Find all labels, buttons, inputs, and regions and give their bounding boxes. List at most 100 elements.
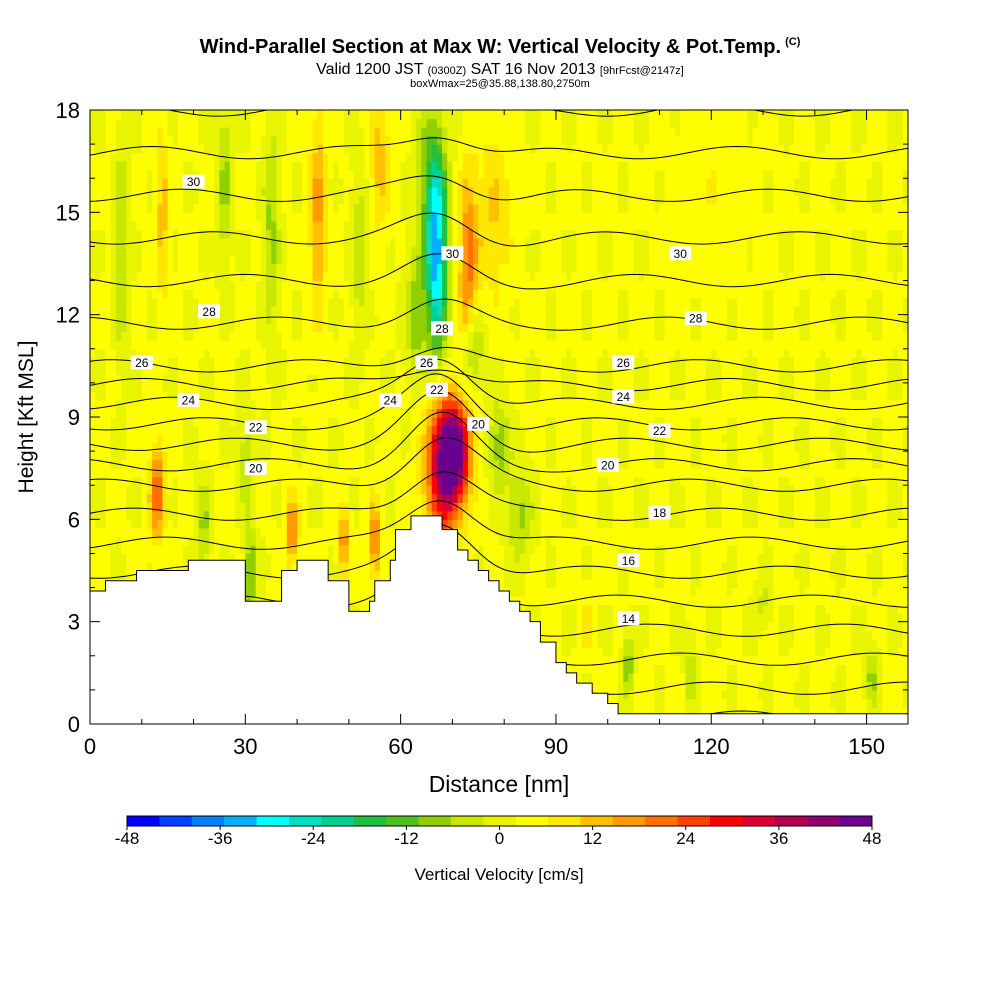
velocity-cell (136, 417, 143, 427)
velocity-cell (369, 263, 376, 273)
velocity-cell (245, 485, 252, 495)
velocity-cell (286, 544, 293, 555)
velocity-cell (110, 178, 117, 188)
velocity-cell (115, 118, 122, 128)
velocity-cell (131, 485, 138, 495)
velocity-cell (302, 510, 309, 520)
velocity-cell (307, 110, 314, 120)
velocity-cell (157, 510, 164, 520)
velocity-cell (162, 408, 169, 418)
velocity-cell (240, 118, 246, 128)
velocity-cell (245, 118, 252, 128)
velocity-cell (157, 144, 164, 154)
velocity-cell (105, 442, 112, 452)
velocity-cell (390, 186, 397, 196)
velocity-cell (369, 161, 376, 171)
velocity-cell (364, 502, 371, 512)
velocity-cell (286, 289, 293, 299)
velocity-cell (100, 340, 107, 350)
velocity-cell (255, 451, 262, 461)
velocity-cell (312, 169, 319, 179)
velocity-cell (416, 493, 422, 503)
velocity-cell (312, 553, 319, 563)
velocity-cell (400, 331, 407, 341)
velocity-cell (436, 417, 443, 427)
velocity-cell (405, 169, 412, 179)
velocity-cell (354, 220, 360, 230)
velocity-cell (369, 391, 376, 401)
velocity-cell (302, 110, 309, 120)
velocity-cell (229, 391, 236, 401)
velocity-cell (328, 468, 334, 478)
velocity-cell (121, 408, 127, 418)
velocity-cell (286, 144, 293, 154)
velocity-cell (193, 212, 200, 222)
velocity-cell (250, 502, 257, 512)
velocity-cell (188, 118, 195, 128)
velocity-cell (328, 527, 334, 537)
velocity-cell (198, 263, 205, 273)
velocity-cell (203, 331, 210, 341)
velocity-cell (188, 212, 195, 222)
velocity-cell (442, 417, 448, 427)
velocity-cell (193, 510, 200, 520)
velocity-cell (348, 306, 355, 316)
velocity-cell (219, 323, 226, 333)
velocity-cell (198, 229, 205, 239)
velocity-cell (136, 297, 143, 307)
velocity-cell (141, 254, 148, 265)
velocity-cell (385, 220, 391, 230)
velocity-cell (250, 144, 257, 154)
velocity-cell (115, 502, 122, 512)
velocity-cell (374, 510, 381, 520)
velocity-cell (379, 527, 386, 537)
velocity-cell (333, 485, 340, 495)
velocity-cell (193, 417, 200, 427)
velocity-cell (141, 280, 148, 290)
velocity-cell (131, 246, 138, 256)
velocity-cell (131, 178, 138, 188)
velocity-cell (115, 434, 122, 444)
velocity-cell (234, 425, 241, 435)
velocity-cell (322, 425, 329, 435)
velocity-cell (328, 161, 334, 171)
velocity-cell (312, 229, 319, 239)
velocity-cell (90, 186, 96, 196)
velocity-cell (115, 297, 122, 307)
velocity-cell (193, 169, 200, 179)
velocity-cell (297, 178, 303, 188)
velocity-cell (193, 348, 200, 358)
velocity-cell (333, 323, 340, 333)
velocity-cell (115, 476, 122, 486)
velocity-cell (245, 331, 252, 341)
velocity-cell (260, 570, 267, 580)
velocity-cell (405, 246, 412, 256)
velocity-cell (198, 212, 205, 222)
velocity-cell (209, 476, 215, 486)
velocity-cell (100, 348, 107, 358)
velocity-cell (266, 254, 272, 265)
velocity-cell (436, 195, 443, 205)
velocity-cell (198, 391, 205, 401)
velocity-cell (271, 297, 277, 307)
velocity-cell (297, 331, 303, 341)
velocity-cell (229, 382, 236, 393)
velocity-cell (234, 246, 241, 256)
velocity-cell (348, 263, 355, 273)
velocity-cell (234, 331, 241, 341)
velocity-cell (333, 220, 340, 230)
velocity-cell (307, 536, 314, 546)
velocity-cell (312, 152, 319, 162)
velocity-cell (183, 536, 189, 546)
velocity-cell (234, 527, 241, 537)
velocity-cell (400, 382, 407, 393)
velocity-cell (410, 417, 417, 427)
velocity-cell (374, 203, 381, 213)
velocity-cell (240, 357, 246, 367)
velocity-cell (214, 348, 221, 358)
velocity-cell (157, 306, 164, 316)
velocity-cell (183, 459, 189, 469)
velocity-cell (374, 553, 381, 563)
velocity-cell (271, 374, 277, 384)
velocity-cell (442, 459, 448, 469)
